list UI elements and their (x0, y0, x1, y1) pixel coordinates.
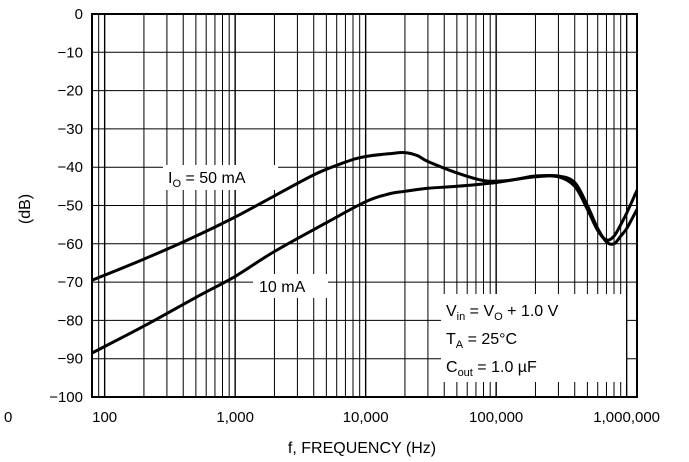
series-label-50ma: IO = 50 mA (168, 170, 246, 190)
y-tick-label: −20 (58, 83, 83, 100)
x-tick-label: 10,000 (343, 409, 389, 426)
x-tick-label: 100 (92, 409, 117, 426)
curve-10ma (91, 173, 639, 355)
condition-ta: TA = 25°C (446, 331, 517, 351)
x-tick-label: 1,000 (216, 409, 254, 426)
y-axis-title: (dB) (17, 194, 34, 224)
y-tick-label: −100 (49, 389, 83, 406)
y-tick-label: −80 (58, 312, 83, 329)
y-tick-label: 0 (75, 6, 83, 23)
conditions-box-bg (441, 294, 626, 382)
x-tick-label: 100,000 (469, 409, 523, 426)
x-axis-title: f, FREQUENCY (Hz) (288, 440, 436, 457)
plot-frame (91, 13, 638, 398)
condition-cout: Cout = 1.0 µF (446, 359, 537, 379)
series-label-50ma-bg (163, 165, 278, 190)
condition-vin: Vin = VO + 1.0 V (446, 303, 559, 323)
x-tick-label-left-stray: 0 (4, 409, 12, 426)
y-tick-label: −90 (58, 351, 83, 368)
series-label-10ma-bg (253, 274, 328, 298)
y-tick-label: −60 (58, 236, 83, 253)
curves (91, 151, 639, 355)
y-tick-label: −10 (58, 44, 83, 61)
y-tick-label: −70 (58, 274, 83, 291)
series-label-10ma: 10 mA (259, 279, 306, 296)
y-tick-label: −40 (58, 159, 83, 176)
y-tick-label: −50 (58, 198, 83, 215)
tick-labels: 0 −10 −20 −30 −40 −50 −60 −70 −80 −90 −100 100 1,000… (4, 6, 660, 426)
y-tick-label: −30 (58, 121, 83, 138)
x-tick-label: 1,000,000 (593, 409, 660, 426)
